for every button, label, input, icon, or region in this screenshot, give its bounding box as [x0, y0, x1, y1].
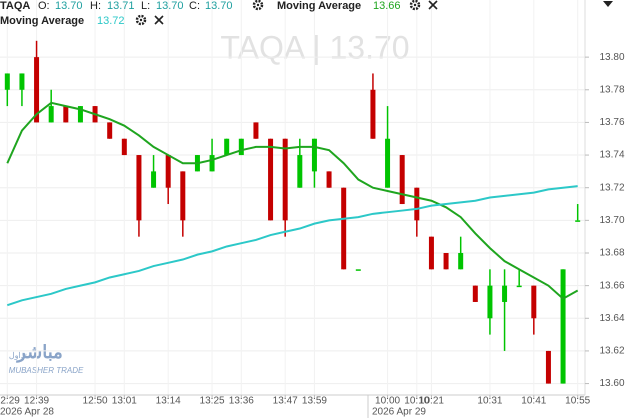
candle-body: [77, 106, 83, 123]
date-label: 2026 Apr 28: [0, 407, 54, 418]
y-tick-label: 13.78: [599, 84, 624, 95]
candle-body: [428, 236, 434, 270]
candle-body: [282, 138, 288, 221]
y-tick-label: 13.70: [599, 215, 624, 226]
candle-body: [4, 73, 10, 90]
y-tick-label: 13.80: [599, 52, 624, 63]
field-value: 13.70: [205, 0, 233, 12]
candle-body: [545, 350, 551, 384]
settings-icon[interactable]: [252, 0, 264, 11]
candle-body: [385, 138, 391, 188]
menu-toggle[interactable]: [603, 1, 613, 7]
field-value: 13.71: [107, 0, 135, 12]
x-tick-label: 10:55: [565, 396, 590, 407]
x-tick-label: 12:50: [83, 396, 108, 407]
candle-body: [224, 138, 230, 156]
x-tick-label: 13:59: [302, 396, 327, 407]
y-tick-label: 13.74: [599, 150, 624, 161]
y-tick-label: 13.60: [599, 378, 624, 389]
candle-body: [502, 285, 508, 302]
x-tick-label: 12:39: [24, 396, 49, 407]
field-label: L:: [141, 0, 150, 12]
watermark: TAQA | 13.70: [220, 29, 409, 65]
settings-icon[interactable]: [409, 0, 421, 11]
candle-body: [575, 220, 581, 222]
x-tick-label: 13:14: [156, 396, 181, 407]
candle-body: [297, 155, 303, 188]
candle-body: [355, 269, 361, 271]
field-label: H:: [90, 0, 101, 12]
y-tick-label: 13.68: [599, 248, 624, 259]
x-tick-label: 10:21: [419, 396, 444, 407]
candle-body: [531, 285, 537, 319]
y-tick-label: 13.64: [599, 313, 624, 324]
candle-body: [48, 106, 54, 123]
y-tick-label: 13.66: [599, 280, 624, 291]
logo: مباشر تداول MUBASHER TRADE: [9, 342, 84, 375]
logo-arabic: مباشر: [15, 342, 63, 363]
close-icon[interactable]: [428, 0, 438, 10]
logo-text: MUBASHER TRADE: [9, 366, 84, 375]
legend-value: 13.72: [97, 15, 125, 27]
legend-value: 13.66: [373, 0, 401, 12]
plot-area: [0, 0, 585, 395]
candle-body: [209, 155, 215, 172]
candle-body: [180, 171, 186, 221]
x-tick-label: 13:01: [112, 396, 137, 407]
y-tick-label: 13.62: [599, 346, 624, 357]
x-tick-label: 10:10: [404, 396, 429, 407]
x-tick-label: 13:25: [200, 396, 225, 407]
moving-average-line: [6, 185, 578, 307]
moving-average-line: [6, 101, 579, 300]
candle-body: [151, 171, 157, 188]
legend-name: Moving Average: [277, 0, 361, 12]
y-tick-label: 13.76: [599, 117, 624, 128]
x-tick-label: 10:00: [375, 396, 400, 407]
x-tick-label: 13:36: [229, 396, 254, 407]
candle-body: [458, 252, 464, 270]
candle-body: [19, 73, 25, 90]
symbol: TAQA: [0, 0, 30, 12]
x-tick-label: 10:31: [477, 396, 502, 407]
legend-name: Moving Average: [0, 15, 84, 27]
date-label: 2026 Apr 29: [372, 407, 426, 418]
candle-body: [560, 269, 566, 384]
candle-body: [341, 187, 347, 270]
settings-icon[interactable]: [135, 14, 147, 26]
candle-body: [253, 122, 259, 139]
field-label: O:: [38, 0, 50, 12]
x-tick-label: 12:29: [0, 396, 20, 407]
field-value: 13.70: [156, 0, 184, 12]
field-label: C:: [189, 0, 200, 12]
candle-body: [238, 138, 244, 156]
logo-arabic-sub: تداول: [9, 351, 27, 360]
candle-body: [370, 89, 376, 139]
field-value: 13.70: [55, 0, 83, 12]
candle-body: [268, 138, 274, 221]
header: TAQA O: 13.70 H: 13.71 L: 13.70 C: 13.70…: [0, 0, 613, 27]
candle-body: [107, 122, 113, 139]
candle-body: [63, 106, 69, 123]
candle-body: [414, 187, 420, 221]
candle-body: [326, 171, 332, 188]
candle-body: [34, 57, 40, 123]
candle-body: [399, 155, 405, 205]
x-tick-label: 13:47: [273, 396, 298, 407]
y-tick-label: 13.72: [599, 182, 624, 193]
close-icon[interactable]: [154, 15, 164, 25]
candle-body: [516, 285, 522, 288]
candle-body: [311, 138, 317, 172]
candle-body: [165, 155, 171, 188]
candle-body: [472, 285, 478, 302]
x-tick-label: 10:41: [521, 396, 546, 407]
candle-body: [121, 138, 127, 156]
candle-body: [443, 252, 449, 270]
candle-body: [487, 285, 493, 319]
candle-body: [136, 155, 142, 221]
